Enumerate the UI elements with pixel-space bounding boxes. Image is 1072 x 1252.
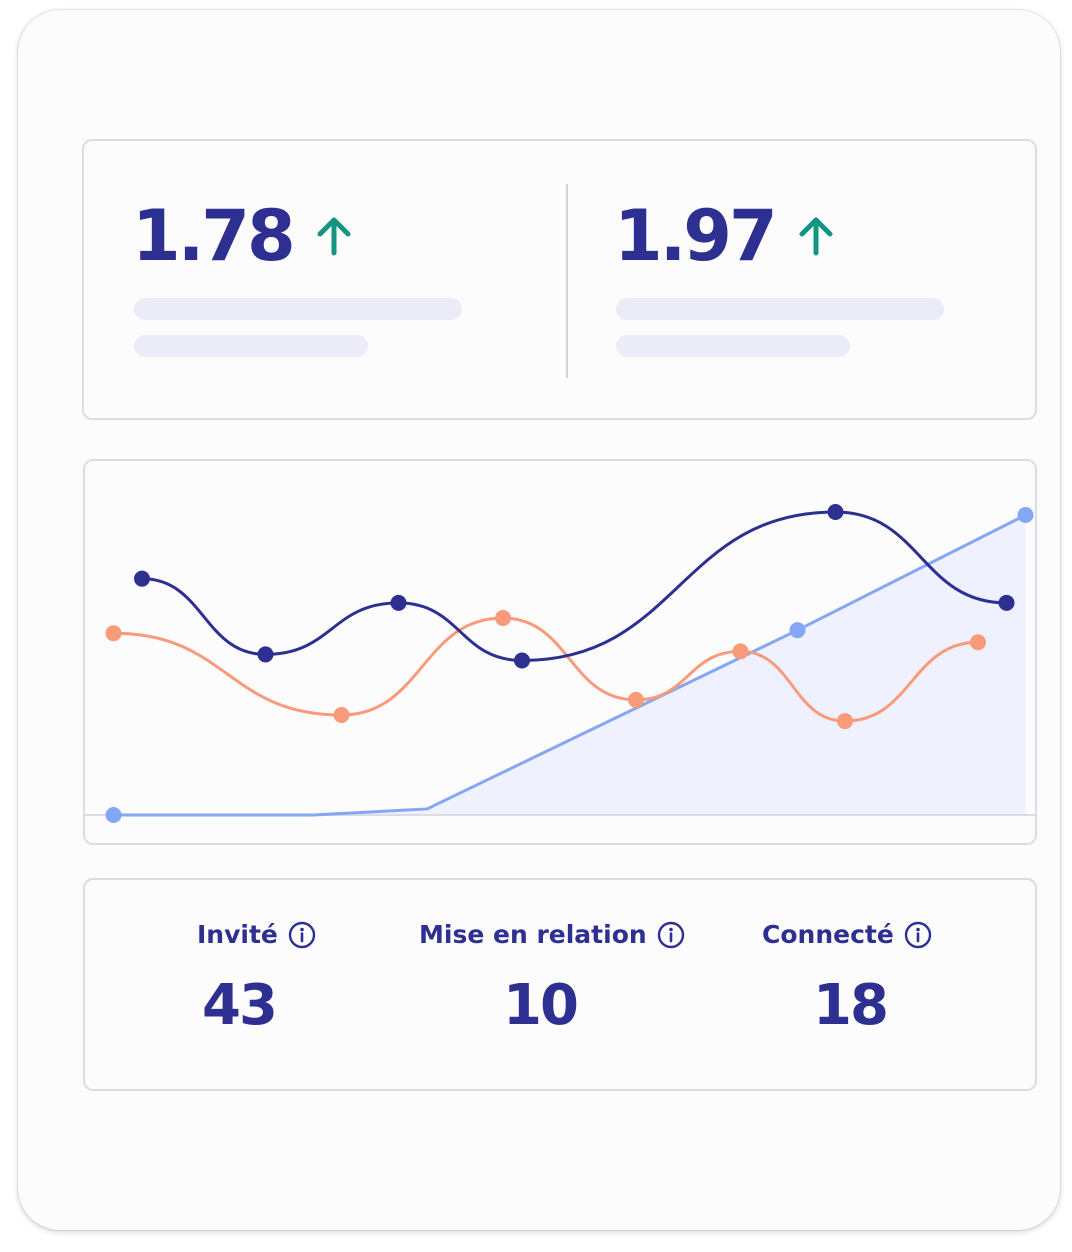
- kpi-value-1: 1.78: [132, 195, 296, 277]
- data-point-series-2-3[interactable]: [789, 622, 806, 639]
- stat-value: 18: [813, 973, 889, 1038]
- data-point-series-2-0[interactable]: [105, 807, 122, 823]
- kpi-metric-1: 1.78: [132, 201, 357, 271]
- info-icon[interactable]: [904, 921, 932, 949]
- arrow-up-icon: [799, 217, 833, 256]
- dashboard-card: 1.78 1.97 Invité: [18, 10, 1060, 1230]
- data-point-series-0-4[interactable]: [827, 504, 844, 520]
- data-point-series-0-0[interactable]: [134, 570, 150, 587]
- info-icon[interactable]: [657, 921, 685, 949]
- data-point-series-0-5[interactable]: [998, 594, 1015, 611]
- kpi-metric-2: 1.97: [614, 201, 839, 271]
- arrow-up-icon: [317, 217, 351, 256]
- skeleton-line: [616, 298, 944, 320]
- stat-label-row: Connecté: [762, 920, 932, 949]
- kpi-panel: 1.78 1.97: [82, 139, 1037, 420]
- skeleton-line: [134, 298, 462, 320]
- data-point-series-1-2[interactable]: [495, 610, 511, 627]
- line-chart: [85, 504, 1035, 823]
- data-point-series-2-4[interactable]: [1017, 507, 1034, 524]
- line-chart-panel: [83, 459, 1037, 845]
- stat-value: 43: [202, 973, 278, 1038]
- data-point-series-0-3[interactable]: [514, 652, 530, 669]
- data-point-series-1-5[interactable]: [837, 713, 853, 730]
- data-point-series-0-1[interactable]: [257, 646, 274, 663]
- series-area-2: [113, 515, 1026, 815]
- stat-label: Connecté: [762, 920, 894, 949]
- kpi-divider: [566, 184, 568, 378]
- info-icon[interactable]: [288, 921, 316, 949]
- skeleton-line: [134, 335, 368, 357]
- stat-label: Mise en relation: [419, 920, 647, 949]
- data-point-series-1-3[interactable]: [628, 691, 644, 708]
- data-point-series-1-6[interactable]: [970, 634, 986, 651]
- data-point-series-1-1[interactable]: [333, 707, 350, 724]
- data-point-series-0-2[interactable]: [390, 594, 407, 611]
- data-point-series-1-4[interactable]: [732, 643, 749, 660]
- data-point-series-1-0[interactable]: [105, 625, 122, 642]
- kpi-value-2: 1.97: [614, 195, 778, 277]
- stat-label-row: Invité: [197, 920, 316, 949]
- stat-label-row: Mise en relation: [419, 920, 685, 949]
- stats-panel: Invité 43 Mise en relation 10: [83, 878, 1037, 1091]
- stat-value: 10: [503, 973, 579, 1038]
- stat-label: Invité: [197, 920, 278, 949]
- skeleton-line: [616, 335, 850, 357]
- series-line-2: [112, 513, 1027, 817]
